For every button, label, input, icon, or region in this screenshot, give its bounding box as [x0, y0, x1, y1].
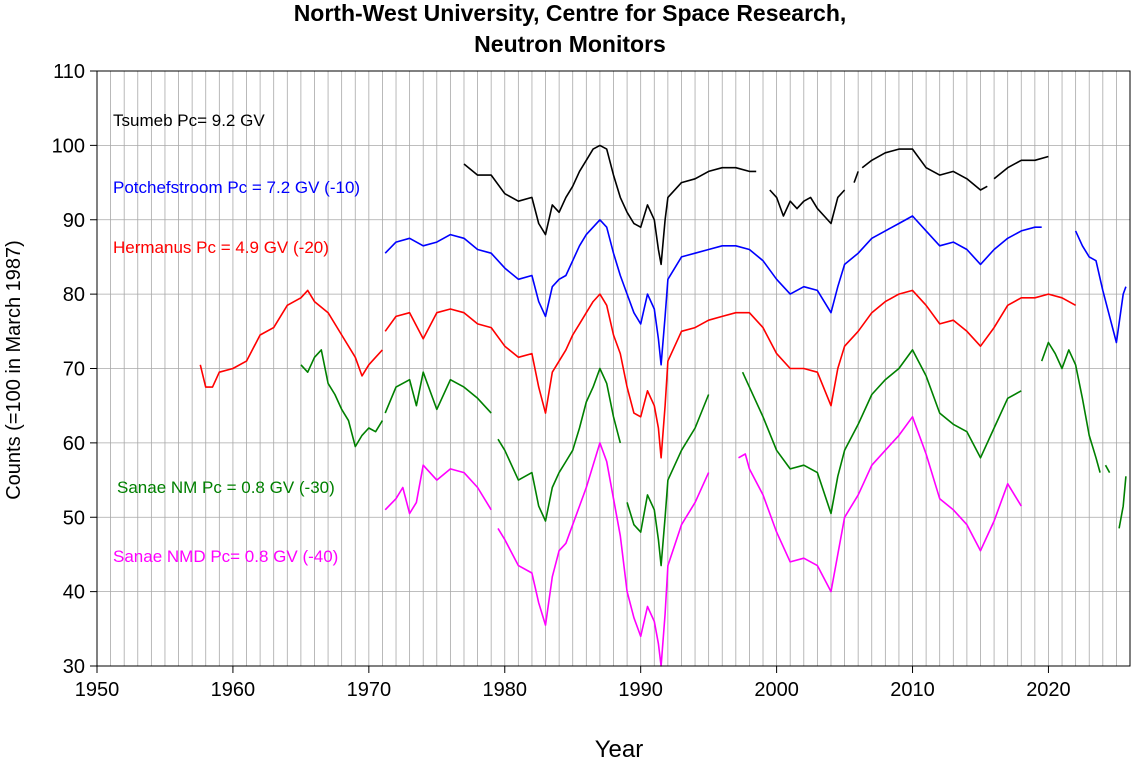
series-0 [463, 144, 1049, 266]
series-line-segment [1118, 476, 1127, 529]
series-2 [199, 289, 1076, 459]
series-line-segment [853, 171, 859, 183]
series-line-segment [384, 464, 492, 515]
chart-title-line-2: Neutron Monitors [474, 31, 666, 57]
series-label: Hermanus Pc = 4.9 GV (-20) [113, 238, 329, 257]
series-label: Tsumeb Pc= 9.2 GV [113, 111, 265, 130]
series-line-segment [861, 148, 988, 191]
series-line-segment [738, 416, 1022, 593]
series-label: Sanae NMD Pc= 0.8 GV (-40) [113, 547, 338, 566]
grid [97, 71, 1130, 666]
y-tick-label: 60 [63, 433, 85, 455]
x-axis-title: Year [595, 736, 644, 760]
series-line-segment [993, 155, 1049, 180]
x-tick-label: 1980 [483, 679, 528, 701]
y-tick-label: 70 [63, 359, 85, 381]
series-line-segment [300, 349, 384, 448]
series-label: Potchefstroom Pc = 7.2 GV (-10) [113, 178, 360, 197]
x-tick-label: 1990 [618, 679, 663, 701]
series-line-segment [497, 442, 710, 667]
y-tick-label: 50 [63, 507, 85, 529]
series-label: Sanae NM Pc = 0.8 GV (-30) [117, 478, 335, 497]
series-line-segment [741, 349, 1022, 515]
x-tick-label: 1960 [211, 679, 256, 701]
y-tick-label: 80 [63, 284, 85, 306]
series-lines [199, 144, 1127, 667]
series-3 [300, 341, 1127, 567]
series-line-segment [626, 394, 710, 567]
series-4 [384, 416, 1022, 667]
y-tick-label: 90 [63, 210, 85, 232]
axis-ticks: 30 40 50 60 70 80 90 100 110 1950 1960 1970 1980 1990… [52, 61, 1071, 701]
series-line-segment [1040, 341, 1101, 473]
y-axis-title: Counts (=100 in March 1987) [3, 240, 25, 500]
x-tick-label: 1950 [75, 679, 120, 701]
x-tick-label: 2010 [890, 679, 935, 701]
series-line-segment [463, 144, 757, 266]
series-line-segment [384, 289, 1076, 459]
x-tick-label: 1970 [347, 679, 392, 701]
series-labels: Tsumeb Pc= 9.2 GV Potchefstroom Pc = 7.2 … [113, 111, 360, 566]
series-1 [384, 215, 1127, 366]
y-tick-label: 110 [53, 61, 85, 83]
series-line-segment [497, 367, 622, 522]
series-line-segment [1074, 230, 1127, 344]
series-line-segment [384, 215, 1042, 366]
series-line-segment [199, 289, 383, 388]
y-tick-label: 40 [63, 582, 85, 604]
y-tick-label: 100 [52, 135, 85, 157]
y-tick-label: 30 [63, 656, 85, 678]
series-line-segment [769, 189, 846, 225]
chart-title-line-1: North-West University, Centre for Space … [294, 0, 847, 26]
series-line-segment [1104, 464, 1111, 473]
x-tick-label: 2020 [1026, 679, 1071, 701]
x-tick-label: 2000 [754, 679, 799, 701]
series-line-segment [384, 371, 492, 414]
